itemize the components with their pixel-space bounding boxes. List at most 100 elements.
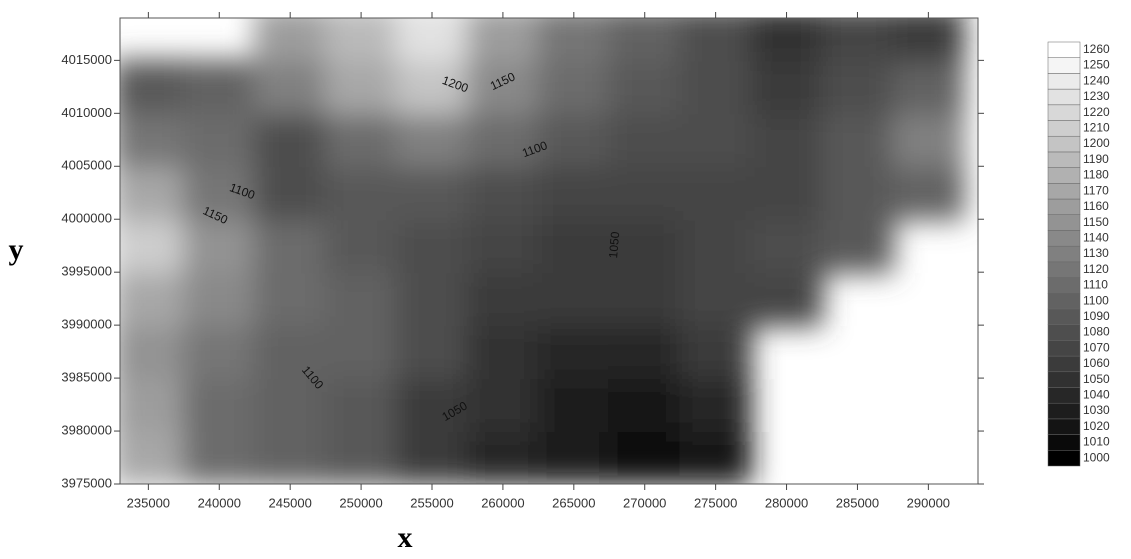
x-tick-label: 260000 [481, 495, 524, 510]
field-cell [183, 324, 256, 379]
field-cell [537, 112, 610, 167]
field-cell [112, 59, 185, 114]
field-cell [254, 218, 327, 273]
field-cell [537, 218, 610, 273]
colorbar-swatch [1048, 168, 1080, 184]
field-cell [466, 430, 539, 485]
field-cell [325, 165, 398, 220]
field-cell [679, 59, 752, 114]
field-cell [750, 271, 823, 326]
field-cell [466, 165, 539, 220]
field-cell [325, 112, 398, 167]
colorbar-swatch [1048, 105, 1080, 121]
y-tick-label: 3990000 [61, 317, 112, 332]
contour-field: 12001150110011001150105011001050 [112, 6, 965, 485]
colorbar-swatch [1048, 419, 1080, 435]
field-cell [112, 218, 185, 273]
x-tick-label: 250000 [339, 495, 382, 510]
field-cell [254, 430, 327, 485]
colorbar-label: 1190 [1083, 152, 1109, 166]
field-cell [396, 271, 469, 326]
colorbar-swatch [1048, 435, 1080, 451]
field-cell [466, 377, 539, 432]
colorbar-swatch [1048, 340, 1080, 356]
field-cell [679, 324, 752, 379]
field-cell [608, 165, 681, 220]
field-cell [325, 59, 398, 114]
field-cells [112, 6, 965, 485]
field-cell [608, 324, 681, 379]
colorbar-swatch [1048, 278, 1080, 294]
field-cell [679, 165, 752, 220]
colorbar-swatch [1048, 325, 1080, 341]
y-tick-label: 4005000 [61, 158, 112, 173]
colorbar-swatch [1048, 356, 1080, 372]
field-cell [466, 218, 539, 273]
colorbar-label: 1070 [1083, 340, 1110, 354]
field-cell [821, 165, 894, 220]
x-axis-title: x [398, 521, 413, 554]
field-cell [254, 165, 327, 220]
colorbar-label: 1150 [1083, 215, 1109, 229]
field-cell [821, 112, 894, 167]
field-cell [892, 59, 965, 114]
colorbar-swatch [1048, 387, 1080, 403]
colorbar-label: 1220 [1083, 105, 1110, 119]
colorbar-label: 1100 [1083, 293, 1109, 307]
field-cell [183, 218, 256, 273]
colorbar-swatch [1048, 136, 1080, 152]
colorbar-label: 1240 [1083, 73, 1110, 87]
field-cell [254, 112, 327, 167]
colorbar-swatch [1048, 293, 1080, 309]
field-cell [821, 218, 894, 273]
colorbar-label: 1000 [1083, 450, 1110, 464]
field-cell [254, 271, 327, 326]
field-cell [608, 430, 681, 485]
y-tick-label: 4010000 [61, 105, 112, 120]
colorbar-swatch [1048, 403, 1080, 419]
field-cell [537, 430, 610, 485]
field-cell [396, 112, 469, 167]
x-tick-label: 255000 [410, 495, 453, 510]
field-cell [537, 271, 610, 326]
field-cell [466, 112, 539, 167]
colorbar-swatch [1048, 89, 1080, 105]
field-cell [112, 430, 185, 485]
y-tick-label: 3980000 [61, 422, 112, 437]
field-cell [537, 377, 610, 432]
colorbar-label: 1210 [1083, 121, 1110, 135]
colorbar-label: 1110 [1083, 278, 1108, 292]
field-cell [183, 377, 256, 432]
field-cell [396, 165, 469, 220]
colorbar-swatch [1048, 58, 1080, 74]
colorbar-label: 1250 [1083, 58, 1110, 72]
colorbar-label: 1030 [1083, 403, 1110, 417]
colorbar-swatch [1048, 450, 1080, 466]
field-cell [254, 59, 327, 114]
field-cell [325, 324, 398, 379]
field-cell [750, 165, 823, 220]
y-tick-label: 3985000 [61, 370, 112, 385]
field-cell [183, 112, 256, 167]
colorbar-swatch [1048, 309, 1080, 325]
colorbar-swatch [1048, 246, 1080, 262]
field-cell [821, 59, 894, 114]
colorbar-swatch [1048, 73, 1080, 89]
colorbar-label: 1180 [1083, 168, 1109, 182]
x-tick-label: 275000 [694, 495, 737, 510]
colorbar-label: 1170 [1083, 183, 1109, 197]
field-cell [679, 218, 752, 273]
colorbar: 1000101010201030104010501060107010801090… [1048, 42, 1110, 466]
field-cell [325, 218, 398, 273]
field-cell [112, 112, 185, 167]
colorbar-label: 1010 [1083, 435, 1110, 449]
colorbar-label: 1230 [1083, 89, 1110, 103]
colorbar-label: 1200 [1083, 136, 1110, 150]
field-cell [112, 377, 185, 432]
field-cell [183, 430, 256, 485]
field-cell [608, 112, 681, 167]
colorbar-label: 1120 [1083, 262, 1109, 276]
field-cell [112, 165, 185, 220]
colorbar-swatch [1048, 121, 1080, 137]
y-tick-label: 3995000 [61, 264, 112, 279]
